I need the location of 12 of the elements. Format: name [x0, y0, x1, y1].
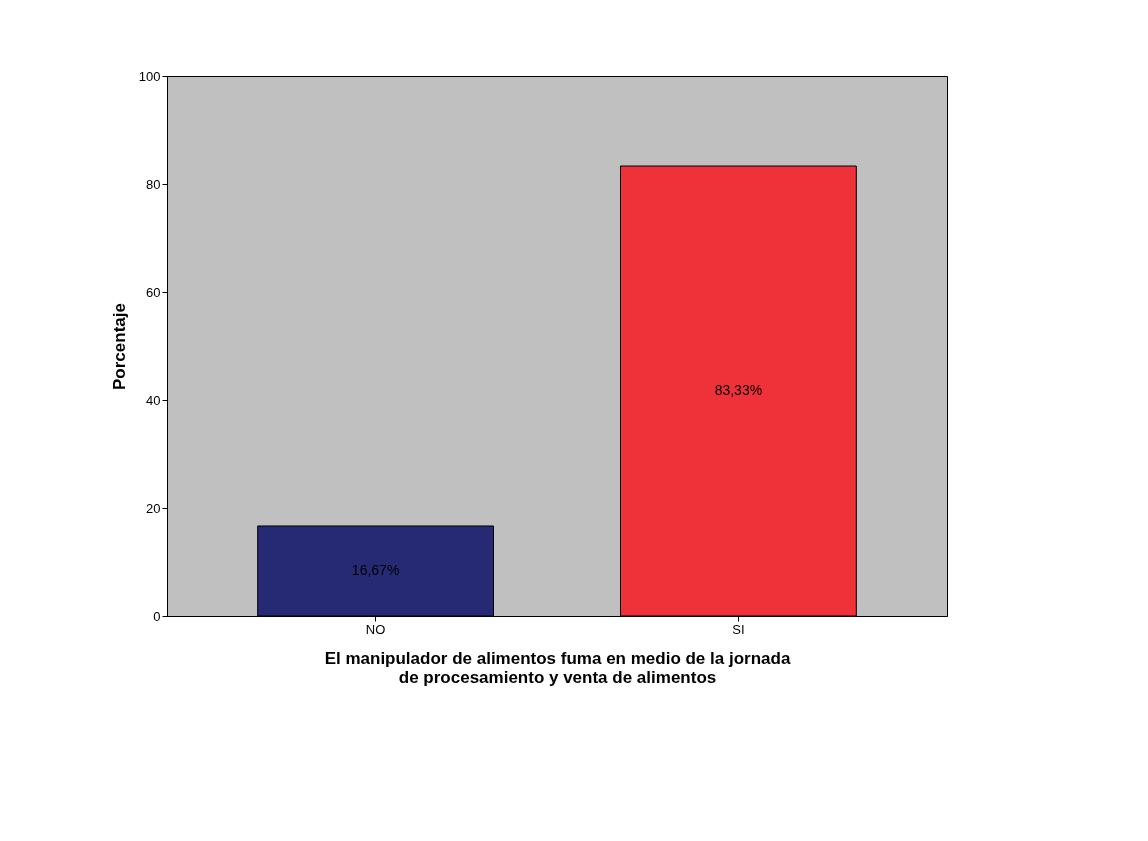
y-tick-label: 40	[146, 392, 161, 408]
y-tick-label: 100	[138, 68, 161, 84]
y-axis-title: Porcentaje	[109, 303, 129, 390]
data-label: 16,67%	[351, 561, 400, 578]
data-label: 83,33%	[714, 382, 763, 399]
y-tick-label: 0	[153, 608, 161, 624]
x-tick-label: NO	[365, 621, 386, 637]
x-axis-title: El manipulador de alimentos fuma en medio de la jornada de procesamiento y venta de alimentos	[324, 648, 791, 687]
y-tick-label: 60	[146, 284, 161, 300]
y-tick-label: 80	[146, 176, 161, 192]
y-tick-label: 20	[146, 500, 161, 516]
x-tick-label: SI	[732, 621, 745, 637]
